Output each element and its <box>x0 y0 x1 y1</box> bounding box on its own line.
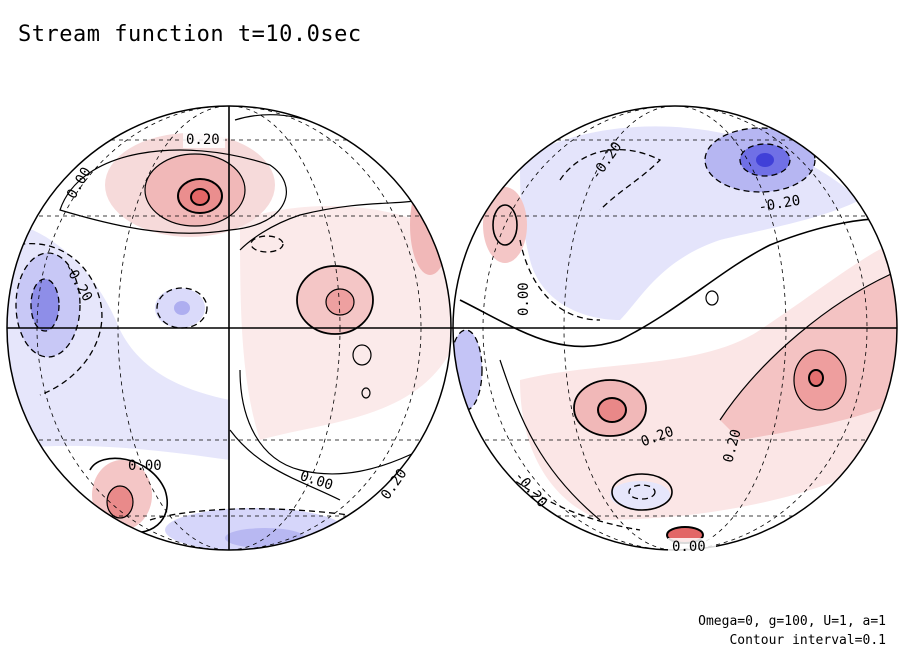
plot-footer: Omega=0, g=100, U=1, a=1 Contour interva… <box>698 612 886 650</box>
contour-interval-text: Contour interval=0.1 <box>729 633 886 648</box>
parameters-text: Omega=0, g=100, U=1, a=1 <box>698 614 886 629</box>
right-pos-west-high <box>483 187 527 263</box>
contour-label: 0.20 <box>186 132 220 148</box>
contour-label: 0.00 <box>516 282 532 316</box>
left-pos-east-edge <box>410 175 450 275</box>
contour-label: 0.00 <box>128 458 162 474</box>
plot-title: Stream function t=10.0sec <box>18 22 362 47</box>
contour-label: -0.20 <box>757 193 801 216</box>
right-neg-south-low <box>610 481 670 509</box>
contour-label: 0.00 <box>672 539 706 555</box>
right-hemisphere <box>453 106 897 550</box>
right-pos-south-region <box>520 240 897 520</box>
